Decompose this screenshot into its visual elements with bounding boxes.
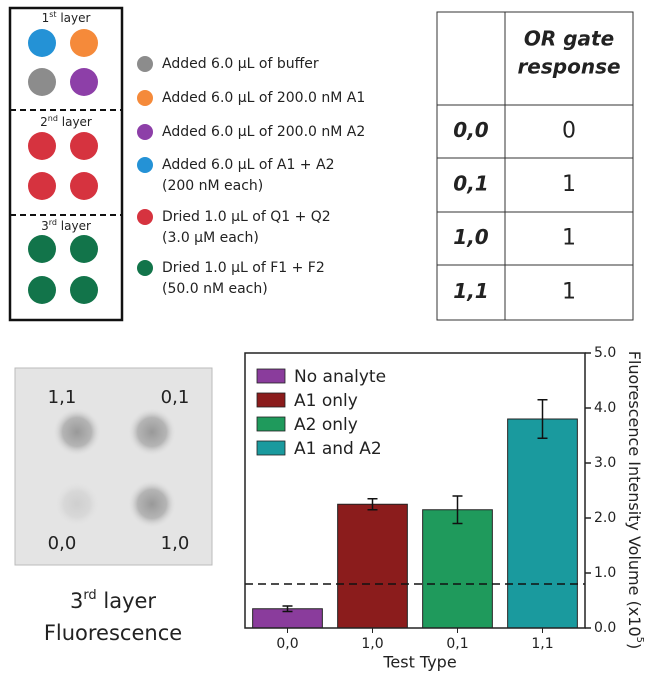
y-tick-label: 0.0 xyxy=(594,620,616,636)
legend-dot xyxy=(137,124,153,140)
spot-label: 0,1 xyxy=(161,387,190,408)
legend-dot xyxy=(137,209,153,225)
layer-box xyxy=(8,6,124,322)
image-caption: Fluorescence xyxy=(44,621,182,645)
truth-table: OR gate response 0,0 0 0,1 1 1,0 1 1,1 1 xyxy=(436,11,634,321)
x-tick-label: 0,1 xyxy=(446,636,468,652)
legend-label: A1 and A2 xyxy=(294,439,382,459)
table-header: OR gate xyxy=(524,27,614,51)
legend-dot xyxy=(137,157,153,173)
plot-frame xyxy=(244,352,586,629)
table-cell: 0,1 xyxy=(453,172,488,196)
table-cell: 1 xyxy=(562,226,576,251)
legend-dot xyxy=(137,56,153,72)
bar xyxy=(422,509,493,629)
x-tick-label: 1,1 xyxy=(531,636,553,652)
legend-label: No analyte xyxy=(294,367,386,387)
legend-text: Added 6.0 μL of A1 + A2 xyxy=(162,157,334,173)
error-bar xyxy=(452,495,463,525)
legend-text: Added 6.0 μL of buffer xyxy=(162,56,319,72)
error-bar xyxy=(537,399,548,439)
legend-text: Added 6.0 μL of 200.0 nM A2 xyxy=(162,124,365,140)
bar-chart: 0.0 1.0 2.0 3.0 4.0 5.0 0,0 1,0 0,1 1,1 No analyte… xyxy=(244,345,616,652)
table-cell: 1,0 xyxy=(453,225,489,249)
diagram-legend: Added 6.0 μL of buffer Added 6.0 μL of 20… xyxy=(137,56,365,297)
layer-label: 1st layer xyxy=(42,10,91,25)
legend-swatch xyxy=(256,368,286,384)
table-cell: 0 xyxy=(562,119,576,144)
error-bar xyxy=(367,498,378,511)
spot-label: 0,0 xyxy=(48,533,77,554)
bar xyxy=(337,503,408,629)
legend-text: Dried 1.0 μL of F1 + F2 xyxy=(162,260,325,276)
legend-dot xyxy=(137,90,153,106)
layer-label: 3rd layer xyxy=(41,218,91,233)
image-caption: 3rd layer xyxy=(70,588,156,614)
table-cell: 1 xyxy=(562,172,576,197)
error-bar xyxy=(282,605,293,613)
legend-swatch xyxy=(256,416,286,432)
fluorescence-image xyxy=(14,367,213,566)
legend-dot xyxy=(137,260,153,276)
bar xyxy=(507,418,578,629)
table-header: response xyxy=(517,55,620,79)
legend-text: (50.0 nM each) xyxy=(162,281,268,297)
y-axis-title: Fluorescence Intensity Volume (x105) xyxy=(626,351,646,650)
y-tick-label: 3.0 xyxy=(594,455,616,471)
spot-label: 1,1 xyxy=(48,387,77,408)
legend-text: (3.0 μM each) xyxy=(162,230,259,246)
x-axis-title: Test Type xyxy=(382,653,456,672)
x-tick-label: 0,0 xyxy=(276,636,298,652)
y-tick-label: 1.0 xyxy=(594,565,616,581)
legend-text: Dried 1.0 μL of Q1 + Q2 xyxy=(162,209,331,225)
spot-label: 1,0 xyxy=(161,533,190,554)
legend-text: (200 nM each) xyxy=(162,178,263,194)
table-cell: 1,1 xyxy=(453,279,488,303)
y-tick-label: 2.0 xyxy=(594,510,616,526)
y-tick-label: 5.0 xyxy=(594,345,616,361)
legend-label: A2 only xyxy=(294,415,358,435)
legend-text: Added 6.0 μL of 200.0 nM A1 xyxy=(162,90,365,106)
legend-label: A1 only xyxy=(294,391,358,411)
legend-swatch xyxy=(256,392,286,408)
x-tick-label: 1,0 xyxy=(361,636,383,652)
layer-label: 2nd layer xyxy=(40,114,92,129)
legend-swatch xyxy=(256,440,286,456)
y-tick-label: 4.0 xyxy=(594,400,616,416)
table-cell: 0,0 xyxy=(453,118,489,142)
layer-dots xyxy=(28,29,98,304)
table-cell: 1 xyxy=(562,280,576,305)
